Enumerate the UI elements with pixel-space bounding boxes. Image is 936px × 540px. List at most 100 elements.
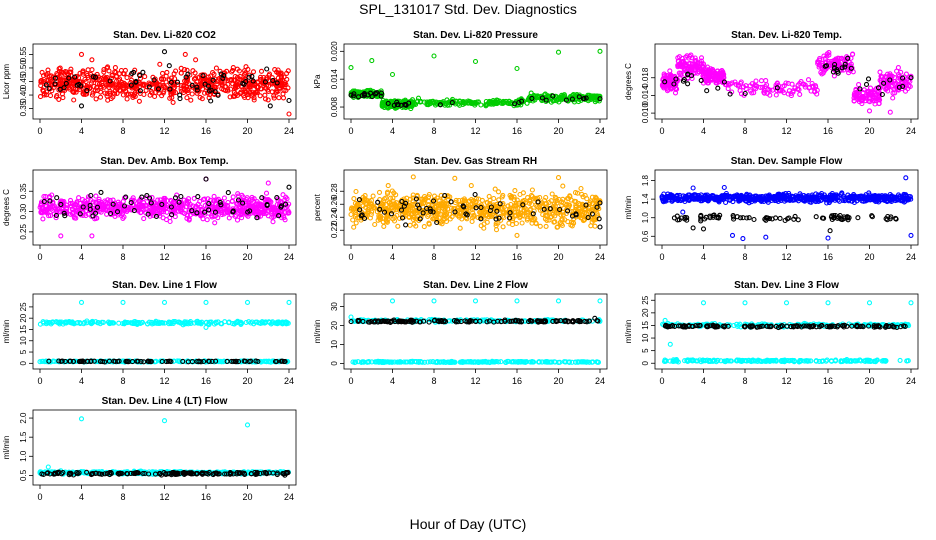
data-point bbox=[92, 88, 98, 94]
x-tick-label: 24 bbox=[906, 126, 916, 136]
data-point bbox=[177, 96, 183, 102]
x-tick-label: 16 bbox=[512, 252, 522, 262]
data-point bbox=[49, 81, 55, 87]
data-point bbox=[855, 215, 861, 221]
data-point bbox=[578, 185, 584, 192]
data-point bbox=[908, 232, 914, 238]
data-point bbox=[194, 84, 200, 90]
data-point bbox=[286, 111, 292, 117]
data-point bbox=[264, 66, 270, 72]
y-tick-label: 0.014 bbox=[330, 69, 339, 90]
data-point bbox=[777, 215, 783, 221]
data-point bbox=[514, 232, 520, 238]
y-axis-label: Licor ppm bbox=[2, 64, 11, 99]
data-point bbox=[245, 95, 251, 101]
data-point bbox=[243, 70, 249, 76]
data-point bbox=[227, 94, 233, 100]
x-tick-label: 8 bbox=[431, 252, 436, 262]
y-tick-label: 1.8 bbox=[641, 174, 650, 186]
data-point bbox=[249, 73, 255, 79]
data-point bbox=[667, 68, 673, 74]
data-point bbox=[690, 185, 696, 191]
x-tick-label: 12 bbox=[159, 126, 169, 136]
x-tick-label: 8 bbox=[431, 126, 436, 136]
data-point bbox=[76, 195, 82, 201]
y-tick-label: 0.25 bbox=[19, 224, 28, 240]
data-points bbox=[37, 49, 292, 117]
data-point bbox=[67, 69, 73, 75]
data-point bbox=[92, 74, 99, 80]
data-point bbox=[350, 217, 356, 223]
data-point bbox=[257, 74, 264, 80]
data-point bbox=[98, 189, 104, 195]
data-point bbox=[483, 98, 489, 105]
data-point bbox=[763, 78, 769, 84]
data-point bbox=[271, 95, 277, 101]
data-point bbox=[729, 232, 736, 238]
y-tick-label: 0.35 bbox=[19, 100, 28, 116]
y-tick-label: 0.40 bbox=[19, 87, 28, 103]
data-point bbox=[184, 95, 190, 101]
data-point bbox=[486, 193, 492, 199]
data-point bbox=[91, 83, 97, 90]
data-point bbox=[128, 80, 134, 86]
data-point bbox=[279, 83, 285, 89]
data-point bbox=[230, 194, 236, 200]
data-point bbox=[58, 233, 64, 239]
data-point bbox=[52, 81, 58, 87]
data-points bbox=[659, 175, 914, 242]
data-point bbox=[101, 67, 107, 73]
data-point bbox=[263, 190, 270, 196]
data-point bbox=[178, 86, 184, 92]
data-point bbox=[160, 215, 166, 221]
data-point bbox=[136, 98, 142, 104]
data-point bbox=[403, 222, 409, 228]
data-point bbox=[204, 217, 210, 223]
data-point bbox=[166, 63, 172, 69]
data-point bbox=[813, 214, 819, 220]
panel-3: Stan. Dev. Li-820 Temp.degrees C0 4 8 12 16 2… bbox=[624, 30, 919, 136]
data-point bbox=[285, 85, 291, 91]
data-point bbox=[353, 220, 359, 226]
data-point bbox=[372, 221, 378, 228]
data-point bbox=[410, 174, 416, 180]
data-point bbox=[211, 84, 217, 90]
y-tick-label: 0.020 bbox=[330, 41, 339, 62]
data-point bbox=[101, 69, 107, 75]
data-point bbox=[592, 99, 598, 105]
data-point bbox=[46, 73, 52, 79]
data-point bbox=[385, 183, 391, 189]
data-point bbox=[758, 78, 765, 84]
y-tick-label: 0.35 bbox=[19, 183, 28, 199]
data-point bbox=[97, 94, 104, 100]
y-tick-label: 0.6 bbox=[641, 230, 650, 242]
data-point bbox=[149, 90, 155, 96]
data-point bbox=[40, 216, 46, 222]
data-point bbox=[78, 103, 85, 109]
data-point bbox=[715, 85, 721, 91]
data-point bbox=[114, 73, 120, 79]
data-point bbox=[225, 86, 231, 93]
data-point bbox=[247, 89, 253, 95]
panel-title: Stan. Dev. Li-820 Pressure bbox=[413, 30, 538, 41]
data-point bbox=[262, 79, 268, 85]
data-point bbox=[74, 82, 80, 88]
x-tick-label: 20 bbox=[864, 252, 874, 262]
data-point bbox=[753, 78, 759, 84]
data-point bbox=[265, 180, 271, 186]
data-point bbox=[146, 84, 152, 90]
data-point bbox=[685, 81, 691, 87]
data-point bbox=[751, 216, 757, 223]
data-point bbox=[151, 77, 157, 83]
data-point bbox=[109, 73, 115, 79]
data-point bbox=[273, 89, 280, 95]
x-tick-label: 20 bbox=[553, 252, 563, 262]
x-tick-label: 20 bbox=[864, 126, 874, 136]
data-point bbox=[831, 73, 837, 79]
data-point bbox=[182, 51, 188, 57]
data-point bbox=[140, 82, 146, 88]
data-point bbox=[137, 90, 143, 96]
data-point bbox=[88, 80, 94, 86]
data-point bbox=[52, 75, 58, 81]
data-point bbox=[196, 75, 202, 81]
